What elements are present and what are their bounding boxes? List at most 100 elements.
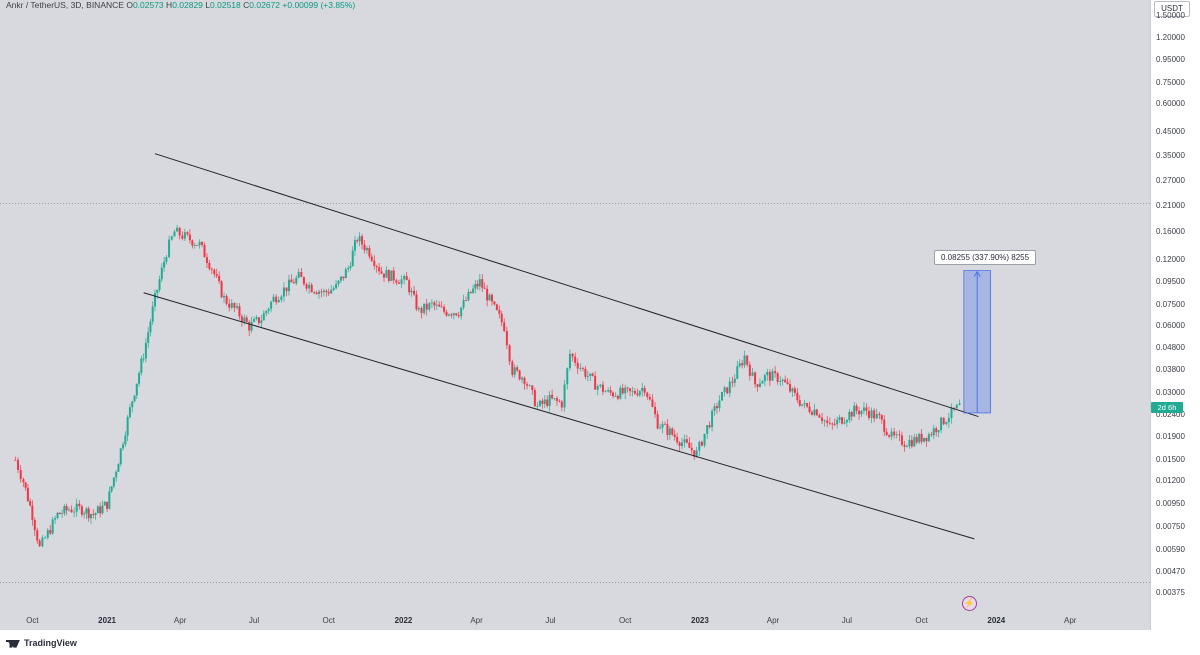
price-tick-19: 0.01500 <box>1156 454 1185 464</box>
candle-body <box>165 257 168 262</box>
candle-body <box>160 267 163 280</box>
candle-body <box>115 471 118 478</box>
price-tick-8: 0.21000 <box>1156 200 1185 210</box>
candle-body <box>208 263 211 269</box>
price-tick-17: 0.02400 <box>1156 409 1185 419</box>
candle-body <box>693 450 696 457</box>
candle-body <box>526 384 529 386</box>
candle-body <box>616 395 619 399</box>
candle-body <box>443 306 446 312</box>
tradingview-logo[interactable]: TradingView <box>6 638 77 648</box>
candle-body <box>688 442 691 448</box>
candle-body <box>191 240 194 246</box>
candle-body <box>821 417 824 422</box>
candle-body <box>373 260 376 266</box>
candle-body <box>467 291 470 301</box>
candle-body <box>310 284 313 293</box>
candle-body <box>481 279 484 288</box>
candle-body <box>147 332 150 343</box>
candle-body <box>629 388 632 392</box>
candle-body <box>718 400 721 409</box>
price-tick-23: 0.00590 <box>1156 544 1185 554</box>
candle-body <box>923 437 926 442</box>
price-tick-9: 0.16000 <box>1156 226 1185 236</box>
candle-body <box>728 381 731 394</box>
symbol-name[interactable]: Ankr / TetherUS, 3D, BINANCE <box>6 0 124 10</box>
candle-body <box>140 358 143 373</box>
candle-body <box>51 519 54 534</box>
candle-body <box>390 270 393 281</box>
candle-body <box>791 388 794 392</box>
candle-body <box>589 373 592 377</box>
candle-body <box>935 428 938 433</box>
time-tick-13: 2024 <box>987 616 1006 625</box>
candle-body <box>574 356 577 363</box>
candle-body <box>831 423 834 425</box>
time-tick-4: Oct <box>322 616 335 625</box>
candle-body <box>953 407 956 409</box>
candle-body <box>566 368 569 385</box>
tradingview-logo-icon <box>6 639 20 648</box>
price-tick-12: 0.07500 <box>1156 299 1185 309</box>
low-label: L <box>205 0 211 10</box>
candle-body <box>654 406 657 415</box>
close-value: 0.02672 <box>249 0 281 10</box>
candle-body <box>397 282 400 284</box>
candle-body <box>287 279 290 292</box>
candle-body <box>46 530 49 538</box>
candle-body <box>108 491 111 509</box>
candle-body <box>215 274 218 276</box>
candle-body <box>614 395 617 397</box>
price-chart[interactable] <box>0 0 1150 610</box>
candle-body <box>521 377 524 380</box>
candle-body <box>380 271 383 274</box>
candle-body <box>898 434 901 436</box>
chart-area[interactable] <box>0 0 1150 630</box>
candle-body <box>151 306 154 322</box>
candle-body <box>661 423 664 428</box>
candle-body <box>327 292 330 294</box>
low-value: 0.02518 <box>210 0 241 10</box>
candle-body <box>300 272 303 278</box>
candle-body <box>31 505 34 520</box>
candle-body <box>723 387 726 392</box>
candle-body <box>65 506 68 511</box>
price-axis[interactable] <box>1150 0 1200 630</box>
candle-body <box>801 404 804 406</box>
candle-body <box>808 406 811 413</box>
candle-body <box>927 434 930 442</box>
candle-body <box>758 383 761 387</box>
candle-body <box>516 367 519 371</box>
candle-body <box>748 364 751 376</box>
lightning-icon[interactable]: ⚡ <box>962 596 977 611</box>
price-tick-20: 0.01200 <box>1156 476 1185 486</box>
candle-body <box>498 309 501 314</box>
candle-body <box>78 503 81 507</box>
candle-body <box>913 437 916 447</box>
candle-body <box>73 511 76 513</box>
candle-body <box>223 296 226 298</box>
candle-body <box>555 398 558 401</box>
candle-body <box>793 388 796 393</box>
price-tick-14: 0.04800 <box>1156 342 1185 352</box>
price-tick-24: 0.00470 <box>1156 566 1185 576</box>
candle-body <box>292 282 295 284</box>
candle-body <box>930 434 933 436</box>
candle-body <box>685 439 688 443</box>
currency-selector[interactable]: USDT <box>1154 1 1190 17</box>
candle-body <box>168 239 171 258</box>
candle-body <box>895 434 898 436</box>
candle-body <box>363 244 366 251</box>
candle-body <box>305 284 308 289</box>
candle-body <box>262 313 265 321</box>
candle-body <box>19 469 22 480</box>
candle-body <box>325 290 328 293</box>
candle-body <box>673 434 676 438</box>
candle-body <box>478 279 481 287</box>
candle-body <box>320 291 323 293</box>
candle-body <box>435 304 438 306</box>
candle-body <box>594 375 597 390</box>
candle-body <box>302 277 305 285</box>
price-tick-2: 0.95000 <box>1156 55 1185 65</box>
price-tick-10: 0.12000 <box>1156 254 1185 264</box>
